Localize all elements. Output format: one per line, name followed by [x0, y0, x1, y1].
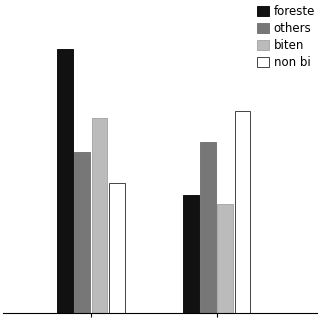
Bar: [183, 195, 199, 313]
Bar: [235, 111, 251, 313]
Bar: [200, 142, 216, 313]
Bar: [74, 152, 90, 313]
Bar: [217, 204, 233, 313]
Bar: [109, 183, 125, 313]
Bar: [92, 117, 108, 313]
Bar: [57, 49, 73, 313]
Legend: foreste, others, biten, non bi: foreste, others, biten, non bi: [255, 3, 318, 72]
